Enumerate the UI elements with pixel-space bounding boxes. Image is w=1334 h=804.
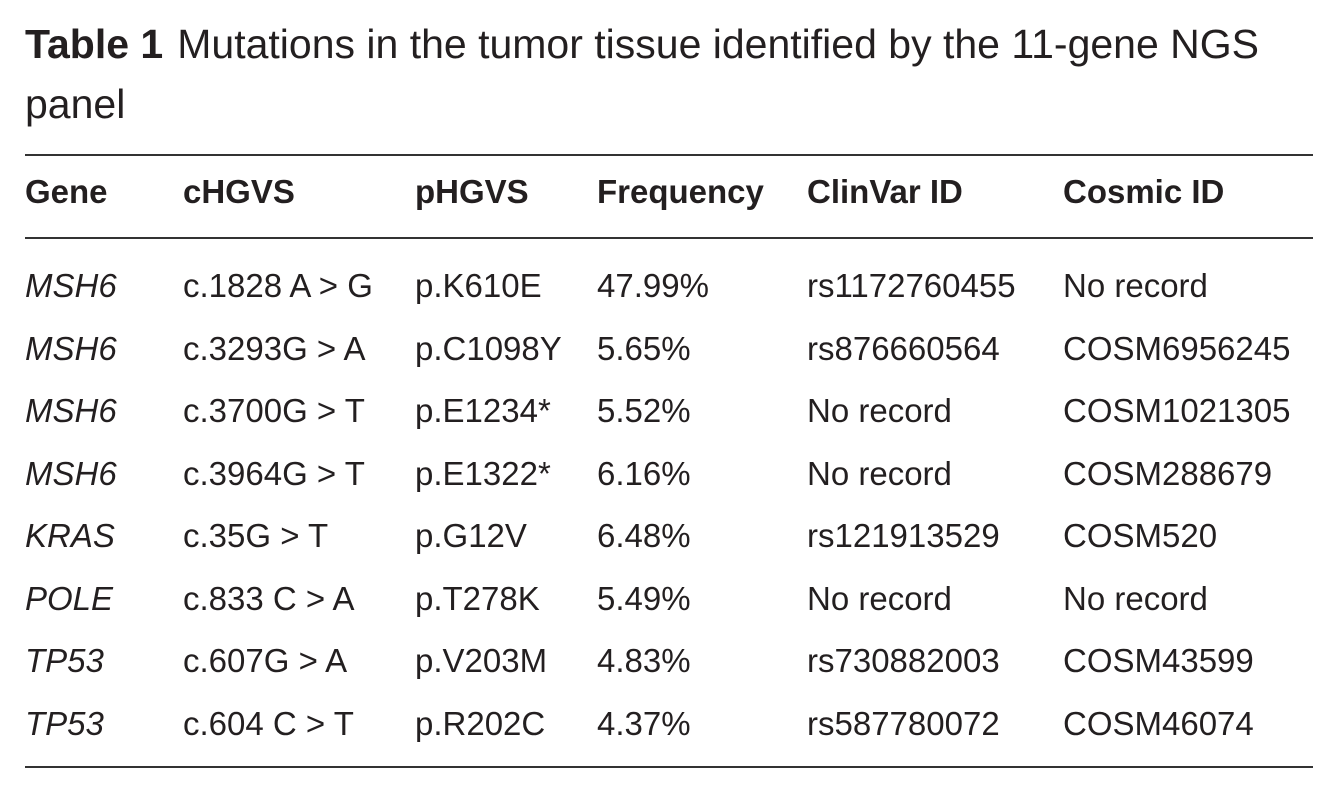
table-cell: 4.37%: [597, 704, 691, 742]
table-cell: p.G12V: [415, 517, 527, 554]
column-header: Cosmic ID: [1063, 173, 1225, 210]
table-cell: 5.52%: [597, 392, 691, 429]
top-rule: [25, 154, 1313, 156]
table-cell: POLE: [25, 579, 114, 617]
table-cell: COSM46074: [1063, 704, 1254, 742]
table-cell: 5.49%: [597, 579, 691, 617]
column-header: cHGVS: [183, 173, 295, 210]
table-cell: MSH6: [25, 392, 117, 429]
table-cell: COSM6956245: [1063, 329, 1291, 367]
table-cell: c.3700G > T: [183, 392, 365, 429]
column-header: ClinVar ID: [807, 173, 963, 210]
table-cell: rs121913529: [807, 517, 1000, 554]
table-cell: COSM1021305: [1063, 392, 1291, 429]
column-header: Gene: [25, 173, 108, 210]
table-label: Table 1: [25, 21, 164, 67]
table-cell: c.35G > T: [183, 517, 329, 554]
table-cell: MSH6: [25, 329, 117, 367]
table-cell: TP53: [25, 704, 104, 742]
table-cell: p.K610E: [415, 267, 542, 304]
table-cell: MSH6: [25, 454, 117, 492]
table-cell: No record: [1063, 267, 1208, 304]
column-header: pHGVS: [415, 173, 529, 210]
table-cell: p.C1098Y: [415, 329, 562, 367]
table-caption: Table 1 Mutations in the tumor tissue ide…: [25, 14, 1325, 134]
table-cell: c.833 C > A: [183, 579, 355, 617]
column-header: Frequency: [597, 173, 764, 210]
table-cell: rs587780072: [807, 704, 1000, 742]
table-cell: 6.16%: [597, 454, 691, 492]
bottom-rule: [25, 766, 1313, 768]
table-cell: c.1828 A > G: [183, 267, 373, 304]
table-cell: COSM288679: [1063, 454, 1273, 492]
table-title: Mutations in the tumor tissue identified…: [25, 21, 1260, 127]
table-cell: No record: [807, 579, 952, 617]
table-cell: p.T278K: [415, 579, 540, 617]
table-cell: No record: [807, 454, 952, 492]
table-cell: No record: [1063, 579, 1208, 617]
table-cell: p.R202C: [415, 704, 546, 742]
table-cell: COSM43599: [1063, 642, 1254, 679]
table-cell: rs730882003: [807, 642, 1000, 679]
table-cell: 47.99%: [597, 267, 709, 304]
table-cell: MSH6: [25, 267, 117, 304]
table-cell: 6.48%: [597, 517, 691, 554]
table-cell: c.604 C > T: [183, 704, 354, 742]
table-cell: c.3293G > A: [183, 329, 366, 367]
table-cell: rs876660564: [807, 329, 1000, 367]
header-rule: [25, 237, 1313, 239]
table-cell: p.V203M: [415, 642, 548, 679]
table-cell: rs1172760455: [807, 267, 1016, 304]
table-cell: TP53: [25, 642, 104, 679]
table-cell: c.3964G > T: [183, 454, 365, 492]
table-cell: No record: [807, 392, 952, 429]
table-cell: COSM520: [1063, 517, 1218, 554]
table-cell: KRAS: [25, 517, 115, 554]
table-cell: p.E1322*: [415, 454, 551, 492]
table-cell: p.E1234*: [415, 392, 551, 429]
table-cell: c.607G > A: [183, 642, 348, 679]
table-cell: 4.83%: [597, 642, 691, 679]
table-cell: 5.65%: [597, 329, 691, 367]
